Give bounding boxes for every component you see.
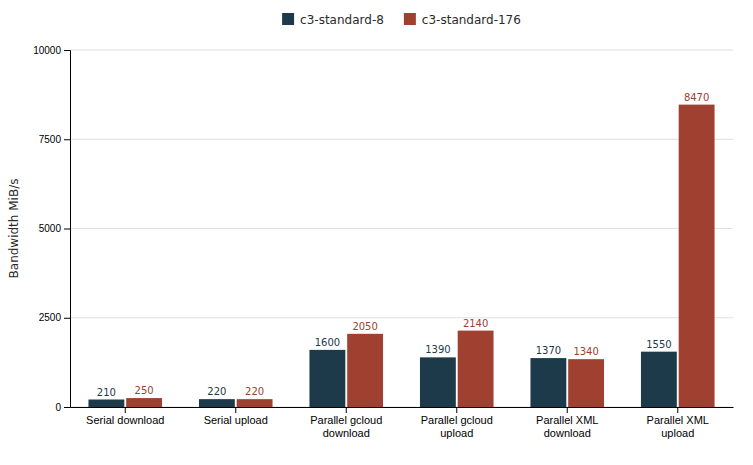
data-label: 250 bbox=[135, 385, 154, 396]
y-tick-label: 10000 bbox=[33, 45, 61, 56]
y-tick-label: 2500 bbox=[39, 312, 62, 323]
x-tick-mark bbox=[456, 407, 457, 413]
y-tick-mark bbox=[64, 229, 70, 230]
bar bbox=[347, 334, 383, 407]
x-tick-label-line: download bbox=[323, 427, 370, 439]
bar bbox=[88, 400, 124, 407]
legend-label: c3-standard-176 bbox=[422, 13, 521, 27]
x-tick-label-line: Serial upload bbox=[204, 414, 268, 426]
data-label: 1550 bbox=[646, 339, 671, 350]
x-tick-label-line: download bbox=[544, 427, 591, 439]
x-tick-label-line: Parallel gcloud bbox=[310, 414, 382, 426]
x-tick-label-line: upload bbox=[440, 427, 473, 439]
bar bbox=[530, 358, 566, 407]
legend-swatch bbox=[282, 13, 294, 25]
y-tick-label: 5000 bbox=[39, 223, 62, 234]
x-tick-mark bbox=[235, 407, 236, 413]
x-tick-label-line: Parallel gcloud bbox=[421, 414, 493, 426]
data-label: 220 bbox=[245, 386, 264, 397]
bar bbox=[237, 399, 273, 407]
x-tick: Serial upload bbox=[204, 407, 268, 426]
x-tick: Parallel XMLdownload bbox=[536, 407, 598, 439]
y-tick-mark bbox=[64, 407, 70, 408]
grid-line bbox=[70, 407, 733, 408]
x-tick-label: Parallel gclouddownload bbox=[310, 414, 382, 439]
bar bbox=[126, 398, 162, 407]
data-labels: 210 220 1600 1390 1370 1550 250 220 2050 2140 1340… bbox=[97, 92, 710, 398]
bars bbox=[88, 105, 714, 407]
bar bbox=[420, 357, 456, 407]
legend-label: c3-standard-8 bbox=[300, 13, 384, 27]
data-label: 1390 bbox=[425, 344, 450, 355]
data-label: 220 bbox=[207, 386, 226, 397]
x-tick-mark bbox=[567, 407, 568, 413]
y-axis-title: Bandwidth MiB/s bbox=[7, 179, 21, 279]
y-tick-label: 7500 bbox=[39, 134, 62, 145]
data-label: 1340 bbox=[573, 346, 598, 357]
x-axis: Serial download Serial upload Parallel gcl… bbox=[71, 407, 734, 439]
bar bbox=[679, 105, 715, 407]
y-axis: 0 2500 5000 7500 10000 bbox=[33, 45, 70, 413]
data-label: 210 bbox=[97, 387, 116, 398]
grid-line bbox=[70, 228, 733, 229]
x-tick-label-line: Serial download bbox=[86, 414, 164, 426]
x-tick: Parallel gcloudupload bbox=[421, 407, 493, 439]
grid-line bbox=[70, 139, 733, 140]
legend-item: c3-standard-176 bbox=[404, 13, 521, 27]
bar bbox=[568, 359, 604, 407]
x-tick-mark bbox=[346, 407, 347, 413]
x-tick-label-line: Parallel XML bbox=[647, 414, 709, 426]
y-tick-mark bbox=[64, 50, 70, 51]
x-tick-mark bbox=[677, 407, 678, 413]
x-tick-label: Parallel XMLupload bbox=[647, 414, 709, 439]
x-tick-label-line: upload bbox=[661, 427, 694, 439]
legend: c3-standard-8 c3-standard-176 bbox=[282, 13, 521, 27]
x-tick-label-line: Parallel XML bbox=[536, 414, 598, 426]
y-axis-line bbox=[64, 51, 71, 408]
y-tick: 7500 bbox=[39, 134, 70, 145]
x-tick-label: Serial download bbox=[86, 414, 164, 426]
y-tick: 0 bbox=[55, 402, 70, 413]
y-tick: 5000 bbox=[39, 223, 70, 234]
data-label: 2140 bbox=[463, 318, 488, 329]
bar bbox=[458, 331, 494, 407]
y-tick-mark bbox=[64, 139, 70, 140]
x-tick-label: Parallel XMLdownload bbox=[536, 414, 598, 439]
chart: 210 220 1600 1390 1370 1550 250 220 2050 2140 1340… bbox=[0, 0, 753, 465]
data-label: 8470 bbox=[684, 92, 709, 103]
data-label: 1370 bbox=[536, 345, 561, 356]
x-tick-label: Serial upload bbox=[204, 414, 268, 426]
bar bbox=[641, 352, 677, 407]
grid-line bbox=[70, 50, 733, 51]
x-tick-mark bbox=[125, 407, 126, 413]
legend-swatch bbox=[404, 13, 416, 25]
y-tick: 10000 bbox=[33, 45, 70, 56]
y-tick-label: 0 bbox=[55, 402, 61, 413]
x-tick: Serial download bbox=[86, 407, 164, 426]
data-label: 2050 bbox=[352, 321, 377, 332]
grid-line bbox=[70, 317, 733, 318]
plot-area: 210 220 1600 1390 1370 1550 250 220 2050 2140 1340… bbox=[33, 45, 733, 439]
y-tick-mark bbox=[64, 318, 70, 319]
data-label: 1600 bbox=[315, 337, 340, 348]
grid bbox=[70, 50, 733, 407]
x-axis-line bbox=[71, 407, 734, 408]
x-tick: Parallel XMLupload bbox=[647, 407, 709, 439]
x-tick-label: Parallel gcloudupload bbox=[421, 414, 493, 439]
legend-item: c3-standard-8 bbox=[282, 13, 384, 27]
y-tick: 2500 bbox=[39, 312, 70, 323]
x-tick: Parallel gclouddownload bbox=[310, 407, 382, 439]
bar bbox=[309, 350, 345, 407]
bar bbox=[199, 399, 235, 407]
